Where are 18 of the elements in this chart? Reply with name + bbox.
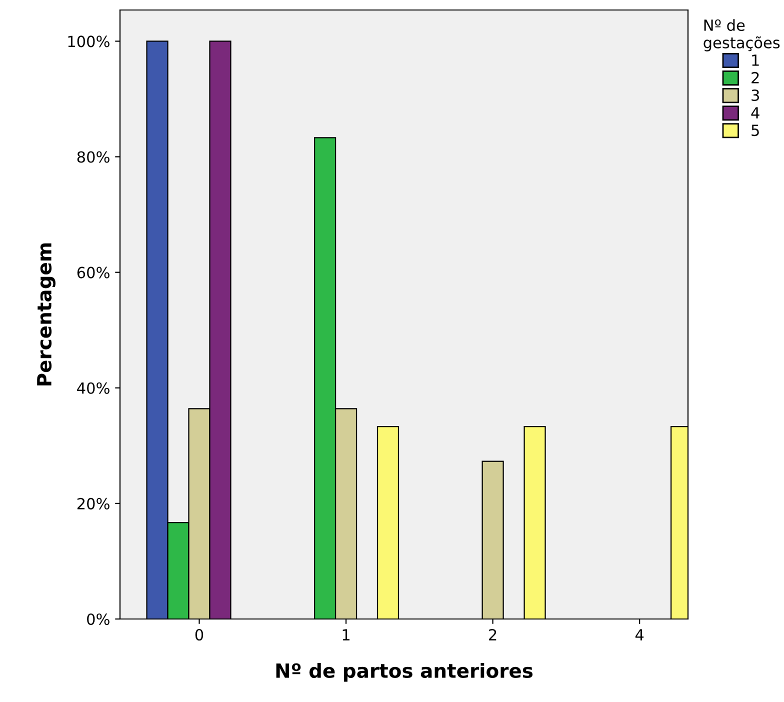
x-tick-label: 0 [195,628,204,641]
legend-label: 2 [752,72,759,84]
x-tick-label: 1 [342,629,350,640]
y-tick-label: 100% [68,36,110,48]
y-tick-label: 40% [77,382,110,394]
y-tick-label: 0% [87,613,110,626]
legend-label: 5 [752,124,759,136]
legend-label: 4 [751,107,760,118]
y-tick-label: 80% [77,151,110,163]
legend-label: 1 [752,54,759,66]
x-tick-label: 4 [635,629,644,640]
legend-title: Nº de gestações [704,19,780,52]
x-tick-label: 2 [489,628,496,640]
y-axis-title: Percentagem [37,243,56,386]
x-axis-title: Nº de partos anteriores [276,662,533,682]
y-tick-label: 20% [77,498,110,510]
legend-label: 3 [752,89,759,102]
y-tick-label: 60% [77,266,110,278]
